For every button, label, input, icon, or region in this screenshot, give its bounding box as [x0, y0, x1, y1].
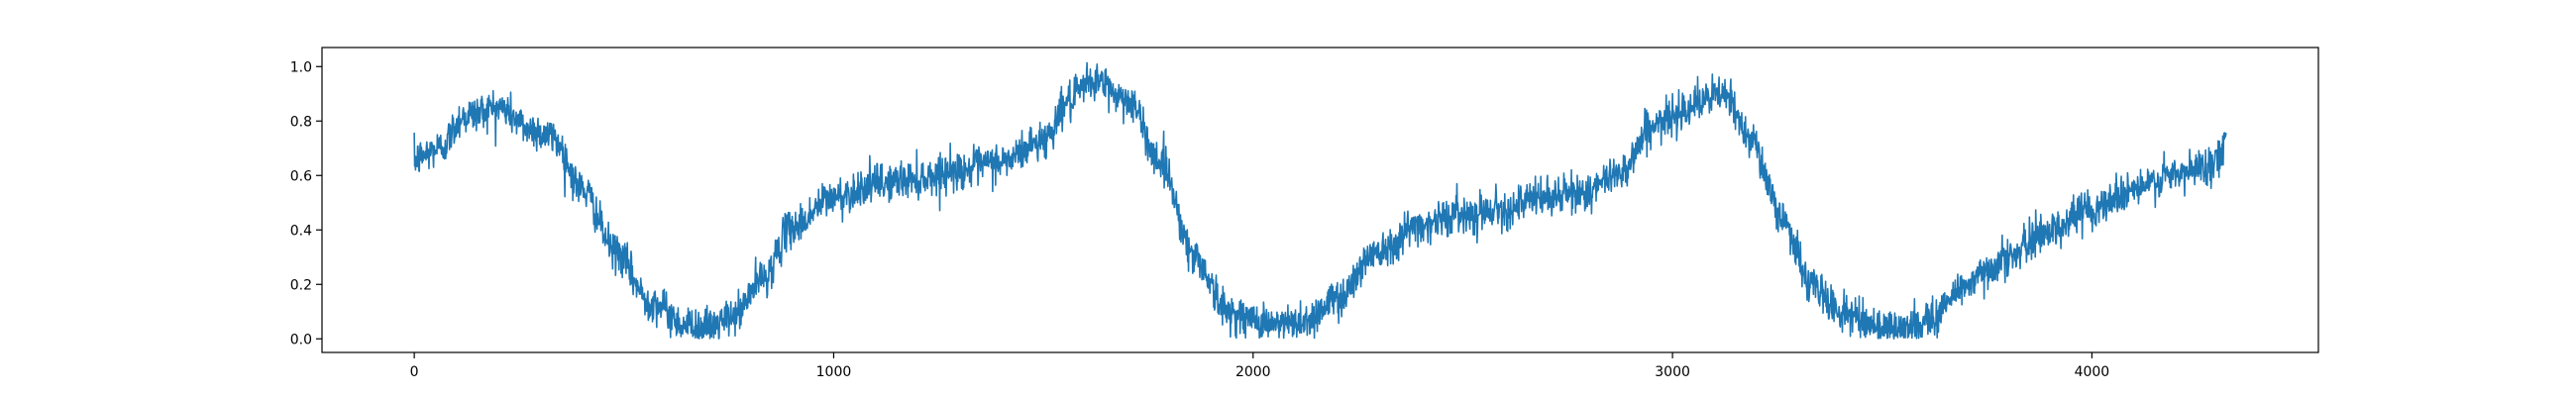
y-tick-label: 0.6 — [290, 168, 312, 184]
y-tick-label: 0.4 — [290, 223, 312, 239]
plot-frame — [321, 47, 2319, 353]
x-tick-label: 2000 — [1235, 364, 1271, 380]
series-line — [413, 61, 2227, 340]
x-axis: 0 1000 2000 3000 4000 — [410, 352, 2110, 380]
y-tick-label: 0.2 — [290, 277, 312, 293]
x-tick-label: 3000 — [1655, 364, 1690, 380]
y-tick-label: 1.0 — [290, 59, 312, 75]
series-layer — [413, 61, 2227, 340]
y-tick-label: 0.8 — [290, 114, 312, 130]
x-tick-label: 0 — [410, 364, 419, 380]
x-tick-label: 4000 — [2075, 364, 2110, 380]
y-axis: 0.0 0.2 0.4 0.6 0.8 1.0 — [290, 59, 322, 347]
y-tick-label: 0.0 — [290, 332, 312, 347]
x-tick-label: 1000 — [816, 364, 852, 380]
